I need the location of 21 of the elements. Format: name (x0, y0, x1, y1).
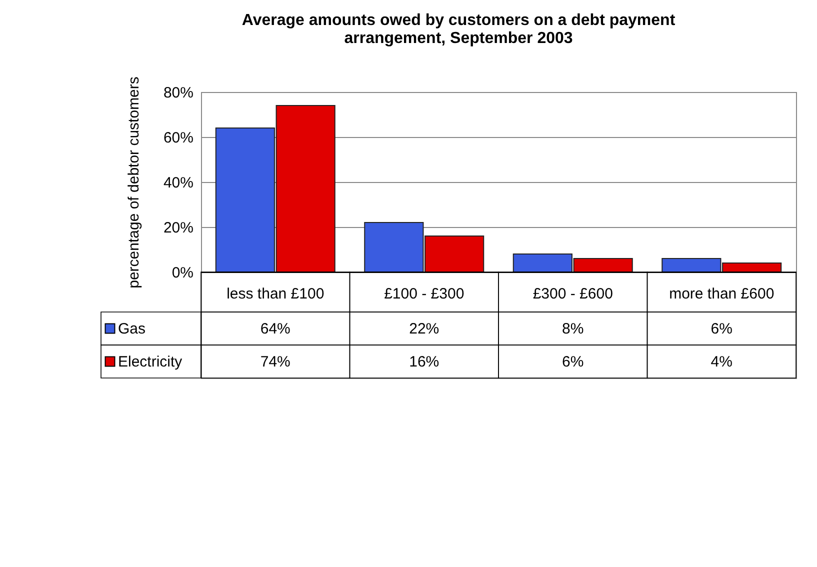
data-label: 6% (562, 354, 584, 370)
legend-label: Electricity (118, 354, 183, 370)
y-tick-label: 40% (163, 174, 194, 192)
x-tick-label: £100 - £300 (384, 286, 464, 302)
data-label: 4% (710, 354, 732, 370)
data-label: 64% (260, 320, 290, 338)
y-axis-title: percentage of debtor customers (125, 76, 142, 288)
y-tick-label: 0% (172, 264, 194, 282)
data-label: 22% (409, 320, 440, 338)
x-tick-label: £300 - £600 (532, 286, 613, 302)
y-tick-label: 20% (163, 220, 194, 236)
x-tick-label: more than £600 (669, 286, 774, 302)
x-tick-label: less than £100 (226, 286, 324, 302)
legend-label: Gas (118, 320, 146, 338)
data-label: 8% (562, 320, 584, 338)
y-tick-label: 60% (163, 130, 194, 146)
chart-title: Average amounts owed by customers on a debt payment arrangement, September 2003 (242, 12, 676, 48)
data-label: 6% (710, 320, 732, 338)
data-label: 16% (409, 354, 440, 370)
data-label: 74% (260, 354, 290, 370)
y-tick-label: 80% (163, 84, 194, 102)
